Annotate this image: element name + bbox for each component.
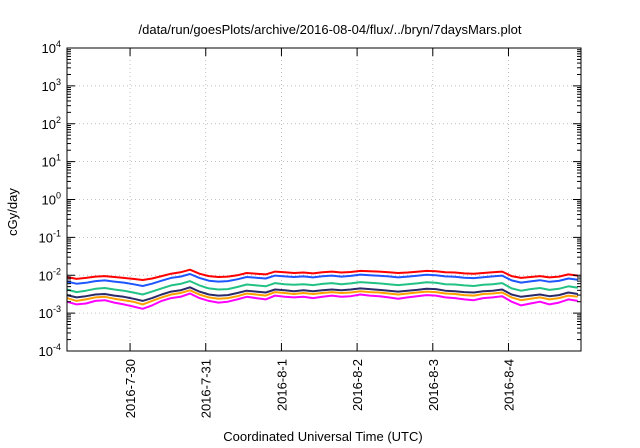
x-axis-label: Coordinated Universal Time (UTC) [223,429,422,444]
x-tick-label: 2016-8-4 [501,359,516,411]
y-tick-exponent: -1 [53,228,61,238]
x-tick-label: 2016-8-1 [274,359,289,411]
series-line-6 [66,292,578,310]
x-tick-label: 2016-7-30 [123,359,138,418]
y-tick-exponent: 3 [56,77,61,87]
y-tick-exponent: -3 [53,304,61,314]
y-tick-label: 10-3 [39,304,61,321]
grid [67,48,581,351]
y-tick-exponent: -4 [53,342,61,352]
y-tick-exponent: 1 [56,153,61,163]
chart-title: /data/run/goesPlots/archive/2016-08-04/f… [139,22,522,37]
y-axis-label: cGy/day [5,188,20,236]
y-tick-base: 10 [39,230,53,245]
y-tick-base: 10 [39,344,53,359]
y-tick-base: 10 [39,306,53,321]
y-tick-label: 10-2 [39,266,61,283]
y-tick-base: 10 [39,268,53,283]
y-tick-label: 104 [42,39,61,56]
series-line-5 [66,289,578,306]
y-tick-base: 10 [42,155,56,170]
y-tick-label: 101 [42,153,61,170]
series-layer [66,268,578,310]
y-tick-label: 10-4 [39,342,61,359]
y-tick-base: 10 [42,41,56,56]
y-tick-base: 10 [42,193,56,208]
y-tick-exponent: 0 [56,191,61,201]
series-line-1 [66,268,578,281]
y-tick-exponent: 2 [56,115,61,125]
x-tick-label: 2016-7-31 [199,359,214,418]
y-tick-base: 10 [42,117,56,132]
y-tick-label: 100 [42,191,61,208]
y-tick-exponent: 4 [56,39,61,49]
x-tick-label: 2016-8-3 [426,359,441,411]
y-tick-base: 10 [42,79,56,94]
y-tick-label: 103 [42,77,61,94]
series-line-3 [66,280,578,296]
y-tick-label: 10-1 [39,228,61,245]
x-tick-label: 2016-8-2 [350,359,365,411]
y-tick-exponent: -2 [53,266,61,276]
y-tick-label: 102 [42,115,61,132]
series-line-4 [66,286,578,302]
series-line-2 [66,273,578,287]
x-axis-ticks: 2016-7-30 2016-7-31 2016-8-1 2016-8-2 2016-8… [123,48,516,418]
